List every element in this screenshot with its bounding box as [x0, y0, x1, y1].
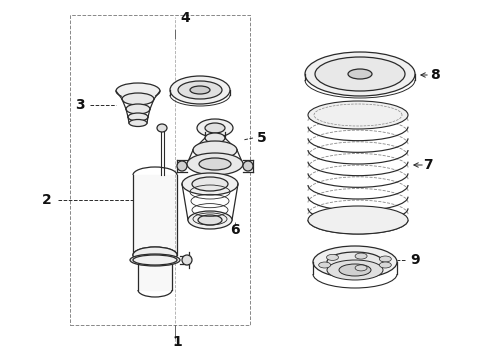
Ellipse shape	[190, 86, 210, 94]
Ellipse shape	[308, 101, 408, 129]
Text: 2: 2	[42, 193, 52, 207]
Ellipse shape	[308, 206, 408, 234]
Ellipse shape	[313, 246, 397, 278]
Ellipse shape	[177, 161, 187, 171]
Ellipse shape	[128, 113, 148, 121]
Ellipse shape	[355, 265, 367, 271]
Ellipse shape	[130, 254, 180, 266]
Ellipse shape	[178, 81, 222, 99]
Ellipse shape	[129, 120, 147, 126]
Ellipse shape	[198, 215, 222, 225]
Ellipse shape	[379, 256, 392, 262]
Ellipse shape	[116, 83, 160, 99]
Ellipse shape	[182, 255, 192, 265]
Text: 5: 5	[257, 131, 267, 145]
Text: 1: 1	[172, 335, 182, 349]
Ellipse shape	[133, 247, 177, 263]
Ellipse shape	[205, 133, 225, 143]
Ellipse shape	[187, 153, 243, 175]
Ellipse shape	[170, 76, 230, 104]
Ellipse shape	[205, 123, 225, 133]
Ellipse shape	[315, 57, 405, 91]
Ellipse shape	[157, 124, 167, 132]
Ellipse shape	[188, 211, 232, 229]
Bar	[70, 15, 250, 325]
Ellipse shape	[355, 253, 367, 259]
Text: 7: 7	[423, 158, 433, 172]
Ellipse shape	[197, 119, 233, 137]
Ellipse shape	[182, 173, 238, 195]
Ellipse shape	[192, 177, 228, 191]
Ellipse shape	[305, 52, 415, 96]
Ellipse shape	[133, 255, 177, 265]
Ellipse shape	[327, 260, 383, 280]
Text: 4: 4	[180, 11, 190, 25]
Ellipse shape	[126, 104, 150, 114]
Ellipse shape	[339, 264, 371, 276]
Text: 3: 3	[75, 98, 85, 112]
Ellipse shape	[199, 158, 231, 170]
Text: 8: 8	[430, 68, 440, 82]
Ellipse shape	[122, 93, 154, 105]
Ellipse shape	[326, 255, 339, 260]
Ellipse shape	[133, 247, 177, 263]
Ellipse shape	[379, 262, 392, 268]
Text: 6: 6	[230, 223, 240, 237]
Ellipse shape	[348, 69, 372, 79]
Ellipse shape	[327, 252, 383, 272]
Ellipse shape	[243, 161, 253, 171]
Ellipse shape	[318, 262, 331, 268]
Text: 9: 9	[410, 253, 420, 267]
Ellipse shape	[193, 141, 237, 159]
